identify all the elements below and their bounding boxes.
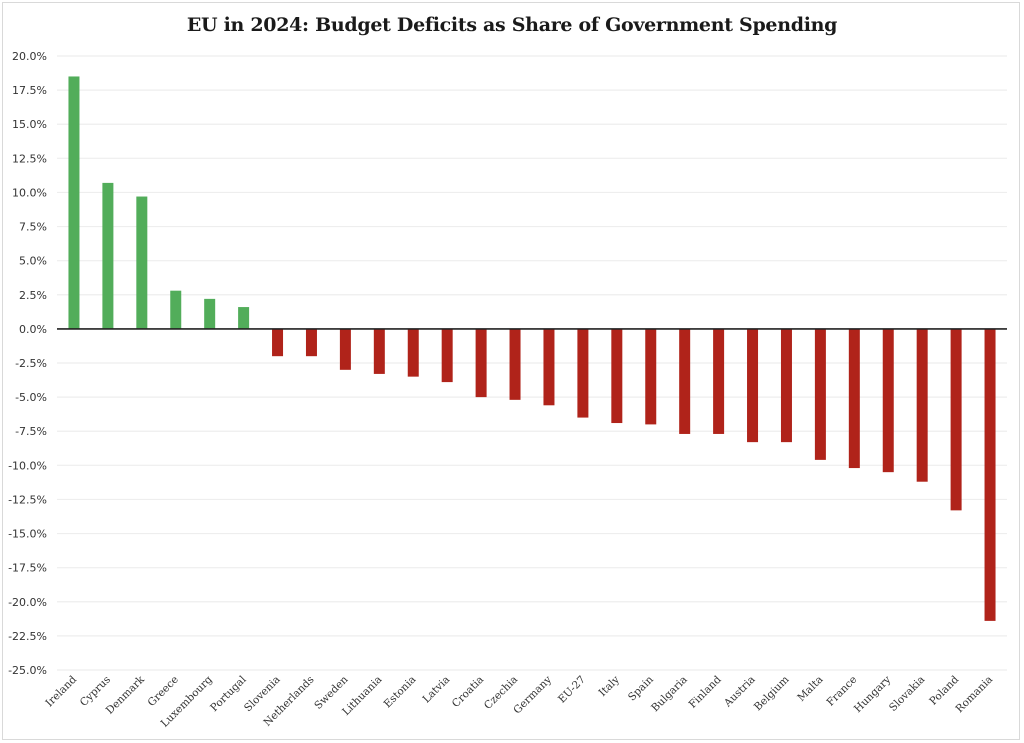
x-tick-label: Hungary xyxy=(852,674,893,715)
y-tick-label: -5.0% xyxy=(15,391,47,404)
bar-hungary xyxy=(882,328,894,473)
y-tick-label: -12.5% xyxy=(8,493,47,506)
x-tick-label: Romania xyxy=(954,674,996,716)
y-tick-label: 7.5% xyxy=(19,221,47,234)
bar-denmark xyxy=(136,196,148,329)
y-tick-label: -17.5% xyxy=(8,562,47,575)
y-tick-label: 2.5% xyxy=(19,289,47,302)
y-tick-label: -15.0% xyxy=(8,528,47,541)
bar-spain xyxy=(645,328,657,425)
bar-latvia xyxy=(441,328,453,383)
bar-croatia xyxy=(475,328,487,398)
x-tick-label: Spain xyxy=(626,673,656,703)
bar-luxembourg xyxy=(204,298,216,329)
y-tick-label: -22.5% xyxy=(8,630,47,643)
y-tick-label: 17.5% xyxy=(12,84,47,97)
x-tick-label: Poland xyxy=(927,673,961,707)
bar-czechia xyxy=(509,328,521,400)
y-tick-label: -2.5% xyxy=(15,357,47,370)
x-axis-labels: IrelandCyprusDenmarkGreeceLuxembourgPort… xyxy=(43,673,995,730)
gridlines xyxy=(57,55,1007,671)
x-tick-label: Slovakia xyxy=(887,674,927,714)
bar-sweden xyxy=(339,328,351,370)
bar-slovakia xyxy=(916,328,928,482)
chart-title: EU in 2024: Budget Deficits as Share of … xyxy=(186,14,838,36)
bar-estonia xyxy=(407,328,419,377)
y-tick-label: -10.0% xyxy=(8,459,47,472)
x-tick-label: Belgium xyxy=(752,674,792,714)
y-tick-label: 0.0% xyxy=(19,323,47,336)
y-tick-label: 20.0% xyxy=(12,50,47,63)
bar-greece xyxy=(170,290,182,329)
y-tick-label: -20.0% xyxy=(8,596,47,609)
x-tick-label: Croatia xyxy=(450,674,486,710)
bar-belgium xyxy=(780,328,792,443)
bar-slovenia xyxy=(272,328,284,357)
bar-france xyxy=(848,328,860,469)
y-axis-ticks: 20.0% 17.5% 15.0% 12.5% 10.0% 7.5% 5.0% 2.5% 0.0… xyxy=(8,50,47,677)
y-tick-label: 15.0% xyxy=(12,118,47,131)
x-tick-label: Estonia xyxy=(382,674,419,711)
bar-netherlands xyxy=(305,328,317,357)
bar-poland xyxy=(950,328,962,511)
y-tick-label: 12.5% xyxy=(12,152,47,165)
x-tick-label: Malta xyxy=(795,674,825,704)
bar-portugal xyxy=(238,307,250,329)
bar-malta xyxy=(814,328,826,460)
bar-germany xyxy=(543,328,555,406)
bar-ireland xyxy=(68,76,80,329)
x-tick-label: Ireland xyxy=(43,673,79,709)
x-tick-label: Latvia xyxy=(420,674,452,706)
bars xyxy=(68,76,996,621)
x-tick-label: Bulgaria xyxy=(649,674,690,715)
bar-finland xyxy=(713,328,725,434)
bar-eu-27 xyxy=(577,328,589,418)
x-tick-label: EU-27 xyxy=(556,674,588,706)
bar-austria xyxy=(747,328,759,443)
bar-romania xyxy=(984,328,996,621)
y-tick-label: 10.0% xyxy=(12,186,47,199)
x-tick-label: Finland xyxy=(687,673,724,710)
y-tick-label: -25.0% xyxy=(8,664,47,677)
bar-bulgaria xyxy=(679,328,691,434)
x-tick-label: Italy xyxy=(597,674,622,699)
y-tick-label: -7.5% xyxy=(15,425,47,438)
bar-italy xyxy=(611,328,623,424)
bar-lithuania xyxy=(373,328,385,374)
y-tick-label: 5.0% xyxy=(19,255,47,268)
bar-cyprus xyxy=(102,182,114,329)
